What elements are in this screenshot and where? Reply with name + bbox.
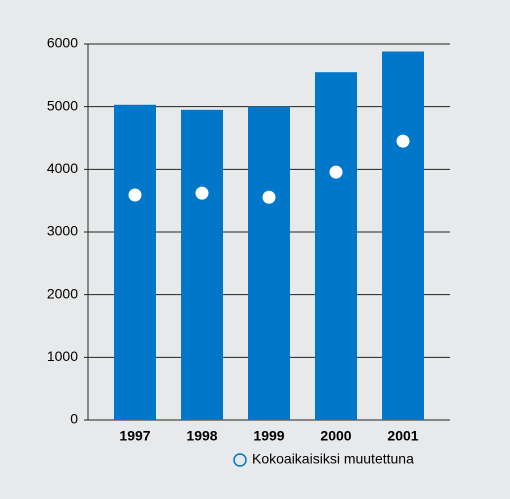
y-tick-label: 4000 xyxy=(47,160,78,176)
x-tick-label: 2000 xyxy=(320,428,351,444)
bar xyxy=(382,51,424,421)
bar xyxy=(181,109,223,421)
marker xyxy=(262,190,276,204)
bar xyxy=(315,72,357,420)
marker xyxy=(396,134,410,148)
marker xyxy=(329,165,343,179)
y-tick-label: 5000 xyxy=(47,97,78,113)
legend-symbol xyxy=(233,453,247,467)
y-tick-label: 0 xyxy=(70,411,78,427)
bar xyxy=(114,104,156,420)
x-tick-label: 2001 xyxy=(387,428,418,444)
y-tick-label: 1000 xyxy=(47,348,78,364)
bar xyxy=(248,106,290,421)
x-tick-label: 1997 xyxy=(119,428,150,444)
y-tick-label: 2000 xyxy=(47,285,78,301)
x-tick-label: 1999 xyxy=(253,428,284,444)
y-tick-label: 6000 xyxy=(47,35,78,51)
legend-label: Kokoaikaisiksi muutettuna xyxy=(252,451,414,467)
marker xyxy=(195,186,209,200)
marker xyxy=(128,188,142,202)
x-tick-label: 1998 xyxy=(186,428,217,444)
y-tick-label: 3000 xyxy=(47,223,78,239)
